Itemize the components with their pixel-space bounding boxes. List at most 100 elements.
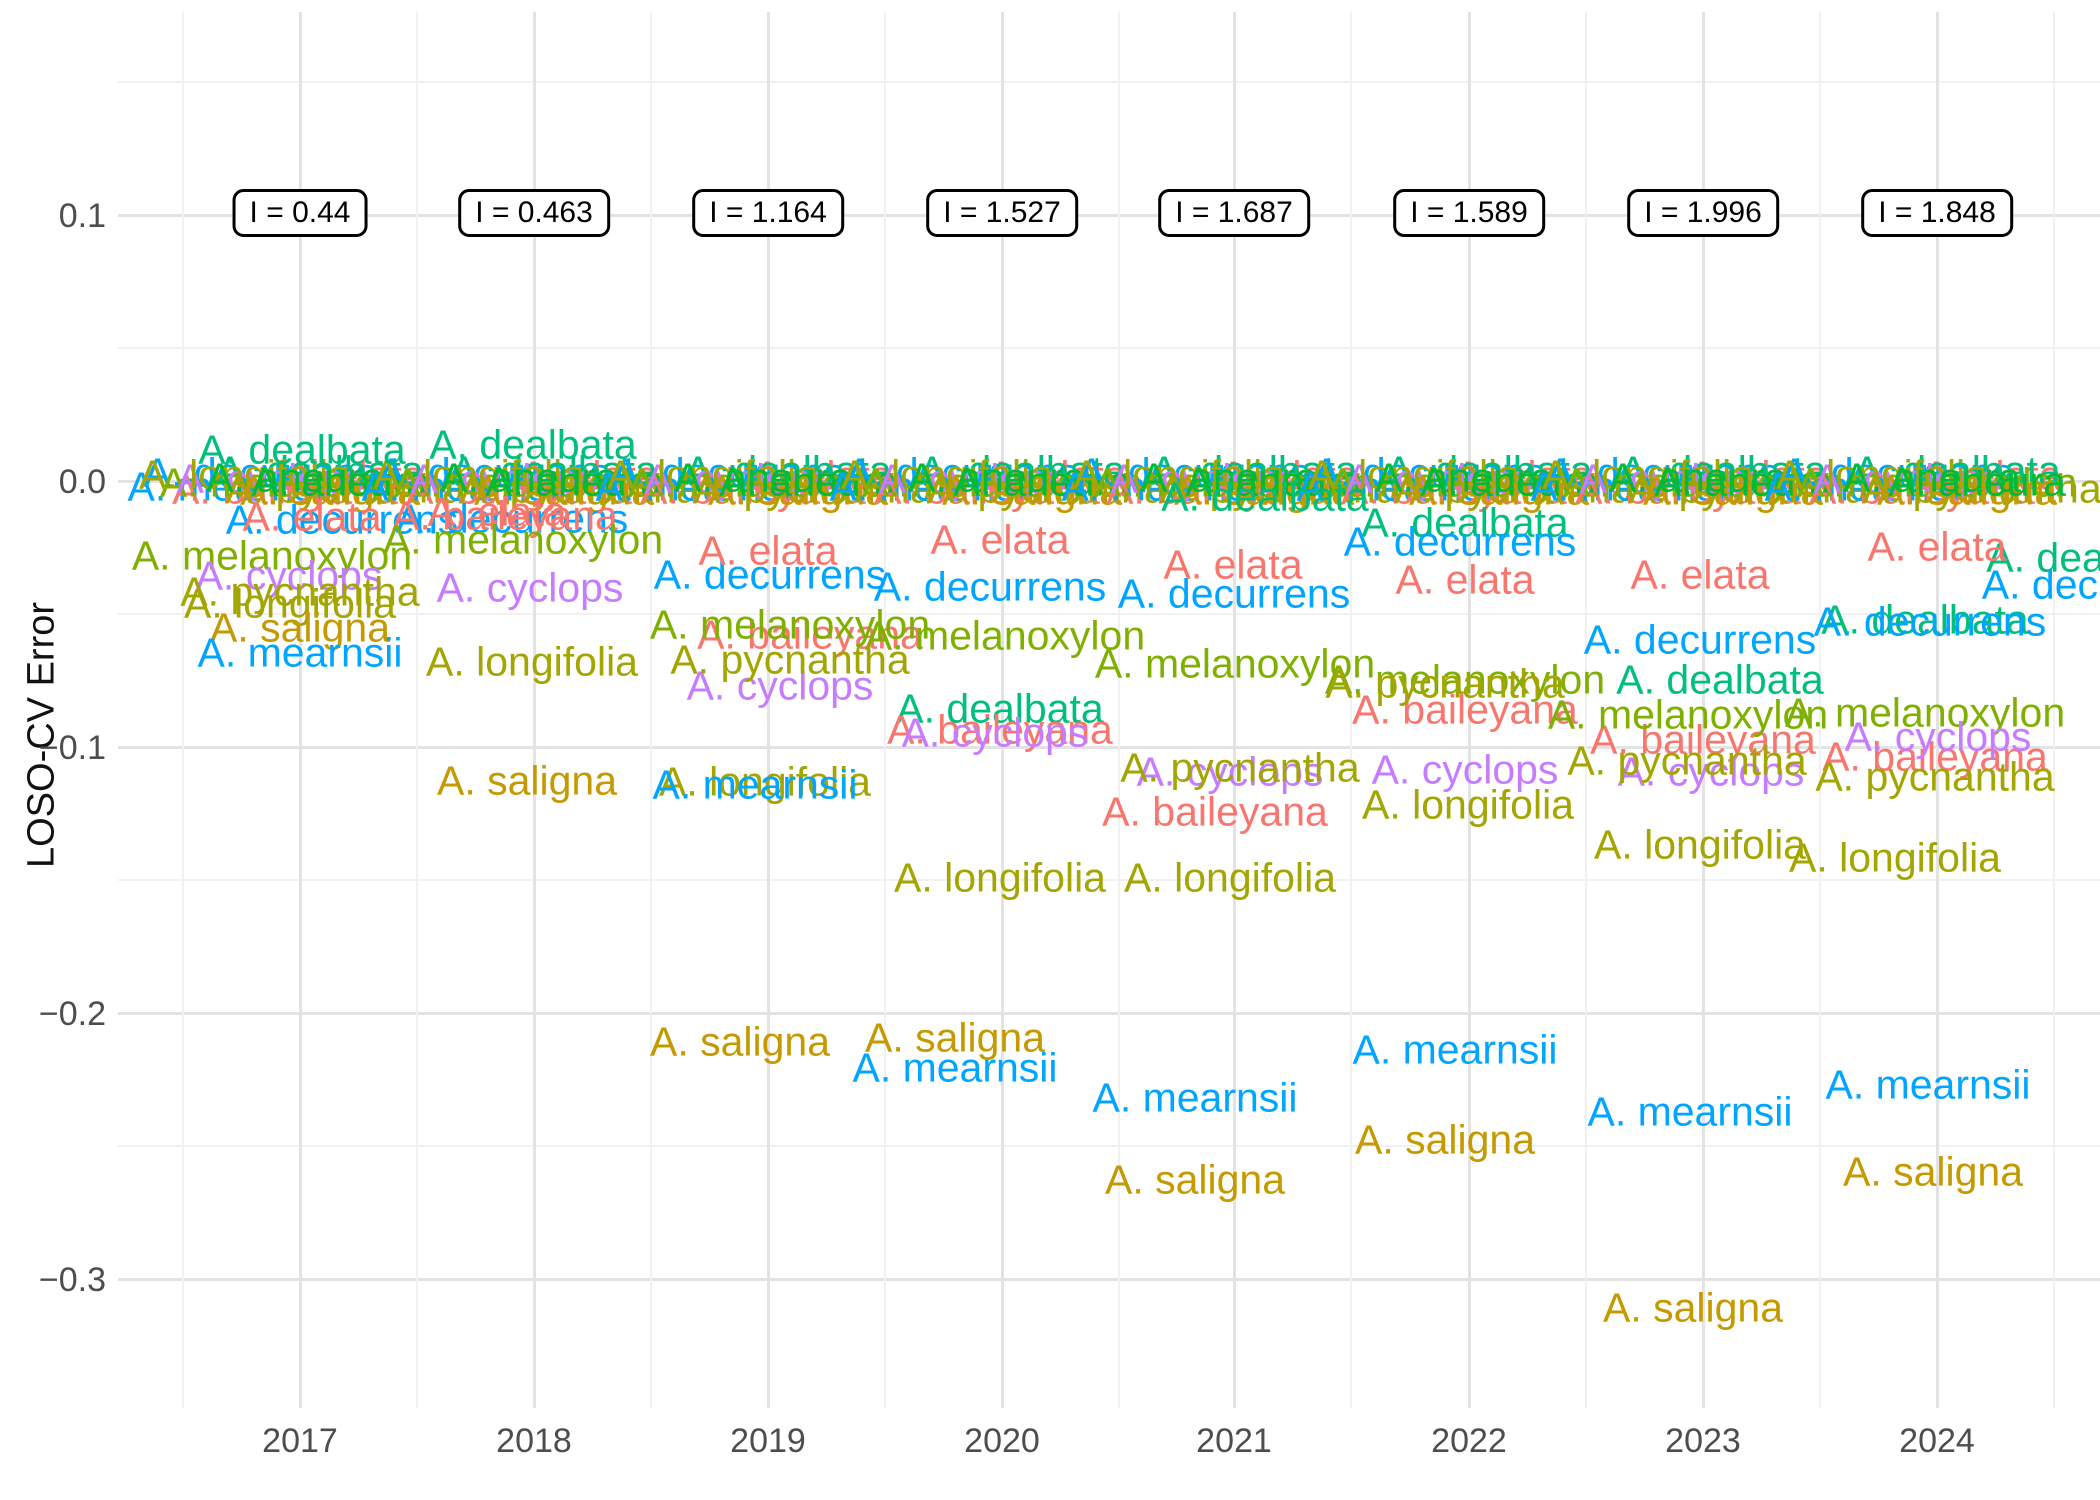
species-label: A. cyclops — [878, 455, 1066, 502]
species-label: A. baileyana — [1102, 788, 1328, 835]
species-label: A. dealbata — [1616, 656, 1824, 703]
species-label: A. melanoxylon — [393, 459, 675, 506]
species-label: A. dealbata — [198, 426, 406, 473]
i-statistic-box: I = 1.164 — [692, 189, 844, 237]
v-gridline-minor — [182, 12, 184, 1408]
species-label: A. decurrens — [377, 449, 611, 496]
species-label: A. baileyana — [1575, 466, 1801, 513]
species-label: A. melanoxylon — [1796, 459, 2078, 506]
v-gridline-major — [1702, 12, 1705, 1408]
species-label: A. longifolia — [1789, 834, 2001, 881]
v-gridline-minor — [650, 12, 652, 1408]
v-gridline-major — [299, 12, 302, 1408]
species-label: A. saligna — [239, 467, 421, 514]
species-label: A. elata — [1688, 452, 1828, 499]
species-label: A. dealbata — [1361, 499, 1569, 546]
species-label: A. decurrens — [1583, 616, 1817, 663]
species-label: A. melanoxylon — [1093, 459, 1375, 506]
species-label: A. dealbata — [1619, 447, 1827, 494]
species-label: A. saligna — [1842, 1148, 2024, 1195]
species-label: A. decurrens — [1813, 598, 2047, 645]
h-gridline-minor — [118, 879, 2100, 881]
species-label: A. cyclops — [644, 455, 832, 502]
species-label: A. saligna — [1642, 467, 1824, 514]
species-label: A. mearnsii — [197, 629, 403, 676]
v-gridline-minor — [1819, 12, 1821, 1408]
species-label: A. cyclops — [686, 662, 874, 709]
species-label: A. pycnantha — [1159, 465, 1399, 512]
species-label: A. cyclops — [1110, 455, 1298, 502]
species-label: A. aneura — [1888, 458, 2066, 505]
species-label: A. mearnsii — [1530, 463, 1736, 510]
species-label: A. melanoxylon — [649, 601, 931, 648]
species-label: A. decurrens — [1546, 449, 1780, 496]
species-label: A. aneura — [953, 458, 1131, 505]
x-tick-label: 2022 — [1431, 1422, 1507, 1460]
species-label: A. aneura — [719, 458, 897, 505]
h-gridline-minor — [118, 613, 2100, 615]
species-label: A. saligna — [707, 467, 889, 514]
species-label: A. mearnsii — [361, 463, 567, 510]
species-label: A. aneura — [1843, 454, 2021, 501]
species-label: A. elata — [930, 516, 1070, 563]
species-label: A. dealbata — [1150, 447, 1358, 494]
species-label: A. pycnantha — [225, 465, 465, 512]
species-label: A. elata — [1219, 452, 1359, 499]
species-label: A. saligna — [1354, 1116, 1536, 1163]
species-label: A. pycnantha — [1120, 744, 1360, 791]
species-label: A. longifolia — [139, 451, 351, 498]
species-label: A. pycnantha — [1325, 660, 1565, 707]
species-label: A. longifolia — [607, 451, 819, 498]
species-label: A. elata — [285, 452, 425, 499]
species-label: A. melanoxylon — [1094, 640, 1376, 687]
species-label: A. elata — [987, 452, 1127, 499]
species-label: A. aneura — [674, 454, 852, 501]
species-label: A. dealbata — [896, 685, 1104, 732]
species-label: A. aneura — [251, 458, 429, 505]
species-label: A. elata — [1395, 556, 1535, 603]
species-label: A. mearnsii — [1587, 1088, 1793, 1135]
x-tick-label: 2024 — [1899, 1422, 1975, 1460]
species-label: A. longifolia — [841, 451, 1053, 498]
species-label: A. mearnsii — [127, 463, 333, 510]
species-label: A. saligna — [941, 467, 1123, 514]
species-label: A. mearnsii — [829, 463, 1035, 510]
species-label: A. pycnantha — [927, 465, 1167, 512]
i-statistic-box: I = 1.589 — [1393, 189, 1545, 237]
species-label: A. longifolia — [1073, 451, 1285, 498]
species-label: A. baileyana — [172, 466, 398, 513]
species-label: A. pycnantha — [1628, 465, 1868, 512]
species-label: A. elata — [1163, 541, 1303, 588]
y-tick-label: 0.1 — [58, 197, 106, 235]
species-label: A. mearnsii — [1764, 463, 1970, 510]
v-gridline-minor — [2053, 12, 2055, 1408]
species-label: A. aneura — [206, 454, 384, 501]
species-label: A. pycnantha — [180, 568, 420, 615]
species-label: A. elata — [1454, 452, 1594, 499]
species-label: A. cyclops — [1345, 455, 1533, 502]
species-label: A. pycnantha — [670, 636, 910, 683]
species-label: A. melanoxylon — [861, 459, 1143, 506]
species-label: A. saligna — [649, 1018, 831, 1065]
species-label: A. aneura — [485, 458, 663, 505]
species-label: A. baileyana — [1341, 466, 1567, 513]
species-label: A. melanoxylon — [627, 459, 909, 506]
species-label: A. pycnantha — [1862, 465, 2100, 512]
species-label: A. cyclops — [410, 455, 598, 502]
h-gridline-major — [118, 746, 2100, 749]
species-label: A. elata — [1630, 551, 1770, 598]
v-gridline-major — [767, 12, 770, 1408]
i-statistic-box: I = 1.848 — [1861, 189, 2013, 237]
species-label: A. saligna — [864, 1014, 1046, 1061]
species-label: A. saligna — [436, 757, 618, 804]
x-tick-label: 2017 — [262, 1422, 338, 1460]
species-label: A. melanoxylon — [382, 516, 664, 563]
species-label: A. cyclops — [1579, 455, 1767, 502]
species-label: A. elata — [242, 493, 382, 540]
species-label: A. decurrens — [1780, 449, 2014, 496]
species-label: A. aneura — [908, 454, 1086, 501]
v-gridline-minor — [884, 12, 886, 1408]
y-tick-label: 0.0 — [58, 463, 106, 501]
species-label: A. dealbata — [1385, 447, 1593, 494]
species-label: A. baileyana — [1352, 686, 1578, 733]
